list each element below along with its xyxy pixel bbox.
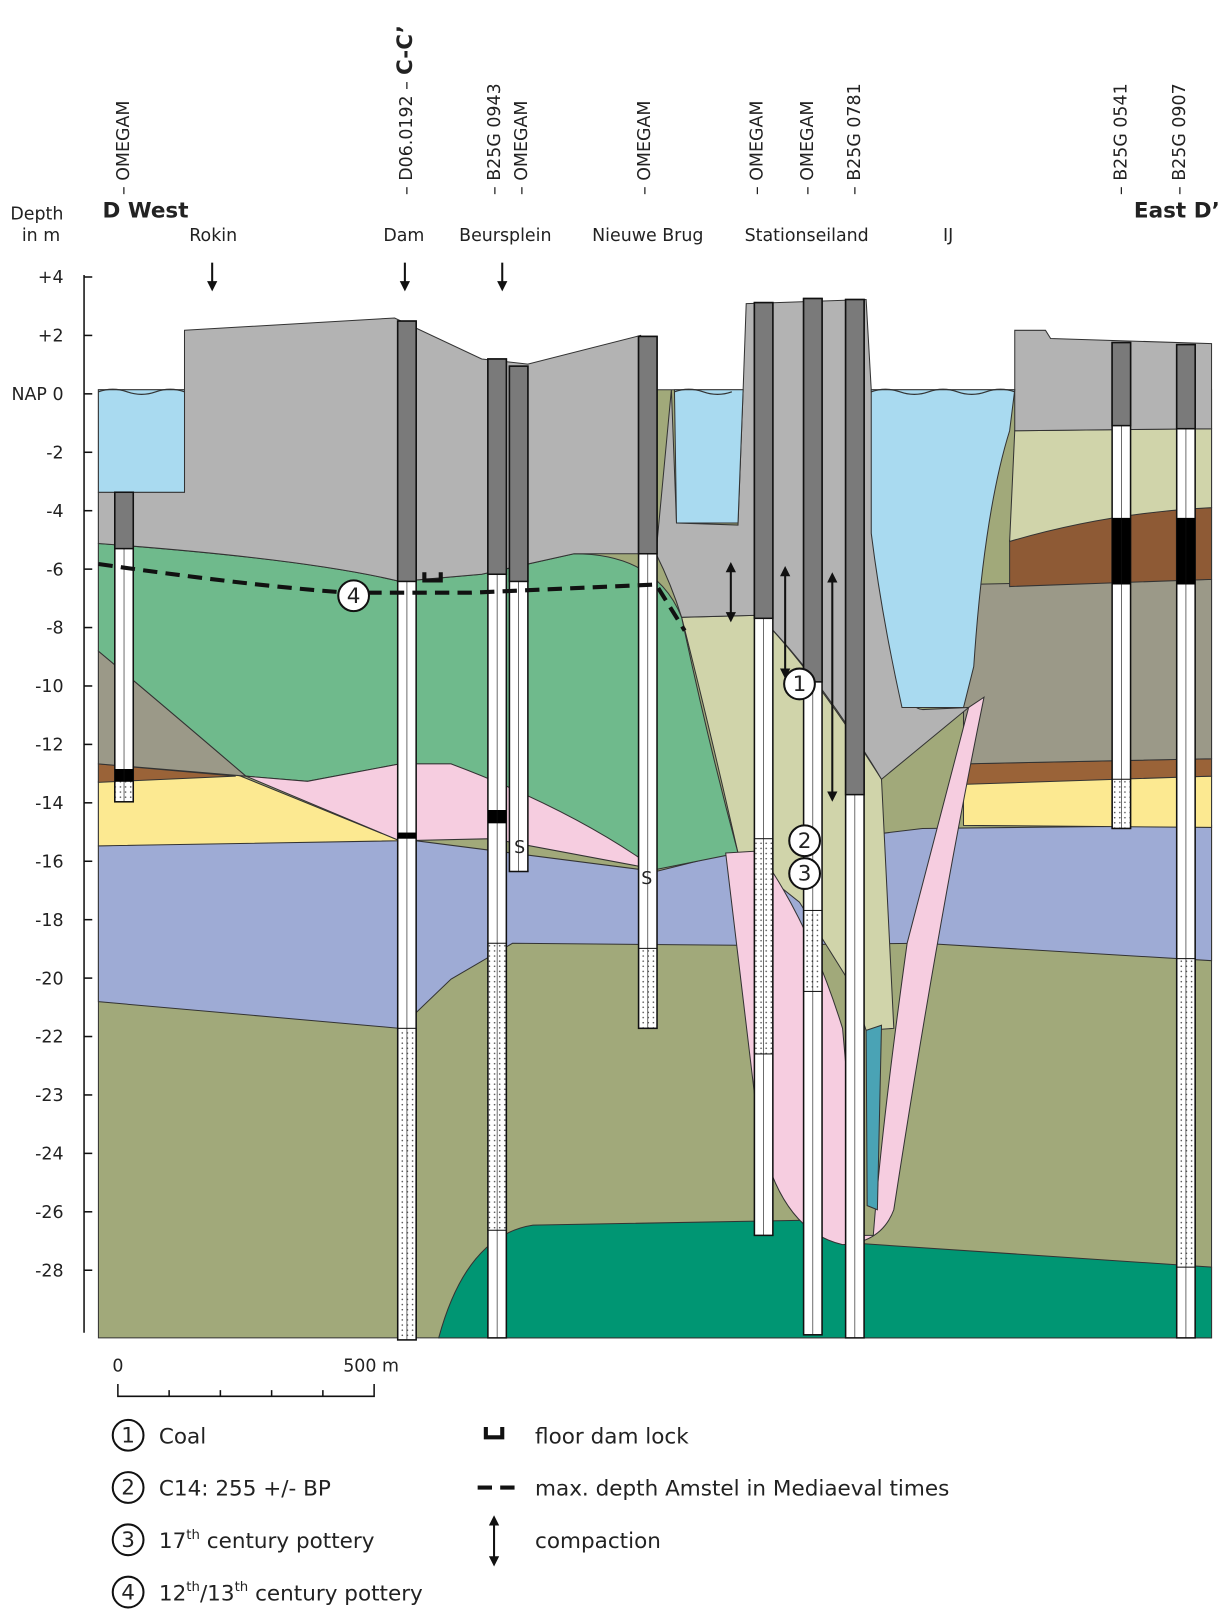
legend-text-part: 12 [159, 1581, 186, 1606]
location-arrow-head [207, 281, 217, 291]
borehole-label: – OMEGAM [114, 101, 134, 195]
location-label: Stationseiland [745, 226, 869, 246]
legend-text: compaction [535, 1529, 661, 1554]
water [674, 390, 743, 523]
borehole-label: – OMEGAM [748, 101, 768, 195]
borehole-fill [488, 359, 506, 574]
depth-label: -28 [35, 1261, 63, 1281]
legend-text-part: C14: 255 +/- BP [159, 1477, 331, 1502]
marker-number: 1 [793, 672, 807, 697]
legend-text-part: Coal [159, 1424, 206, 1449]
borehole-fill [846, 300, 864, 795]
borehole-label: – B25G 0781 [845, 83, 865, 195]
legend-text-part: century pottery [248, 1581, 423, 1606]
borehole-label: – B25G 0943 [485, 83, 505, 195]
cross-section: 4123SS+4+2NAP 0-2-4-6-8-10-12-14-16-18-2… [0, 0, 1230, 1620]
legend-superscript: th [235, 1580, 249, 1595]
depth-label: -23 [35, 1086, 63, 1106]
legend-lock [486, 1427, 502, 1437]
borehole-fill [115, 492, 133, 548]
depth-label: -12 [35, 736, 63, 756]
depth-label: -6 [46, 560, 63, 580]
scale-end: 500 m [343, 1357, 399, 1377]
borehole-fill [804, 299, 822, 682]
location-arrow-head [497, 281, 507, 291]
location-label: Nieuwe Brug [592, 226, 703, 246]
west-label: D West [103, 199, 189, 224]
legend-text: max. depth Amstel in Mediaeval times [535, 1477, 949, 1502]
borehole-name: – OMEGAM [114, 101, 134, 195]
borehole-label: – B25G 0907 [1170, 83, 1190, 195]
location-label: Rokin [189, 226, 237, 246]
borehole-name: – D06.0192 – [397, 81, 417, 195]
borehole-name: – OMEGAM [748, 101, 768, 195]
legend-text: Coal [159, 1424, 206, 1449]
depth-label: -14 [35, 794, 63, 814]
legend-text: floor dam lock [535, 1424, 689, 1449]
page: {"header": {"depth_label": ["Depth", "in… [0, 0, 1230, 1620]
depth-label: -18 [35, 911, 63, 931]
marker-number: 3 [121, 1528, 135, 1553]
borehole-name: – OMEGAM [798, 101, 818, 195]
legend-text-part: century pottery [200, 1529, 375, 1554]
legend-text-part: /13 [200, 1581, 235, 1606]
east-label: East D’ [1134, 199, 1220, 224]
borehole-fill [509, 366, 527, 581]
layer-yellow [964, 776, 1212, 827]
scale-start: 0 [112, 1357, 123, 1377]
marker-number: 2 [121, 1476, 135, 1501]
depth-label: -4 [46, 502, 63, 522]
legend-superscript: th [186, 1528, 200, 1543]
marker-number: 2 [798, 829, 812, 854]
location-label: Dam [383, 226, 424, 246]
borehole-name: – B25G 0781 [845, 83, 865, 195]
sand-label: S [641, 869, 652, 889]
borehole-name: – B25G 0907 [1170, 83, 1190, 195]
borehole-name: – OMEGAM [635, 101, 655, 195]
legend-superscript: th [186, 1580, 200, 1595]
sand-label: S [514, 838, 525, 858]
depth-label: NAP 0 [12, 385, 64, 405]
marker-number: 1 [121, 1423, 135, 1448]
borehole-name: – B25G 0943 [485, 83, 505, 195]
borehole-fill [398, 321, 416, 581]
legend-text-part: 17 [159, 1529, 186, 1554]
marker-number: 4 [347, 584, 361, 609]
borehole-fill [639, 336, 657, 553]
layer-grey-brown [964, 579, 1212, 764]
depth-label: -26 [35, 1203, 63, 1223]
location-label: Beursplein [459, 226, 551, 246]
water [98, 390, 184, 493]
depth-label: -24 [35, 1145, 63, 1165]
borehole-fill [1177, 345, 1195, 429]
section-marker: C-C’ [393, 25, 418, 75]
scale-bar [118, 1384, 374, 1396]
borehole-label: – B25G 0541 [1111, 83, 1131, 195]
borehole-fill [1112, 343, 1130, 426]
borehole-label: – OMEGAM [512, 101, 532, 195]
depth-title: Depth [10, 205, 63, 225]
depth-label: +2 [38, 327, 64, 347]
legend-text: 12th/13th century pottery [159, 1580, 423, 1606]
location-label: IJ [943, 226, 953, 246]
borehole-fill [754, 303, 772, 619]
depth-label: -16 [35, 852, 63, 872]
legend-text: 17th century pottery [159, 1528, 375, 1554]
depth-label: -22 [35, 1028, 63, 1048]
legend-text: C14: 255 +/- BP [159, 1477, 331, 1502]
borehole-label: – D06.0192 – C-C’ [393, 25, 418, 195]
borehole-name: – B25G 0541 [1111, 83, 1131, 195]
depth-label: -2 [46, 443, 63, 463]
location-arrow-head [400, 281, 410, 291]
depth-label: -10 [35, 677, 63, 697]
borehole-label: – OMEGAM [798, 101, 818, 195]
borehole-name: – OMEGAM [512, 101, 532, 195]
depth-label: +4 [38, 268, 64, 288]
depth-title: in m [22, 226, 60, 246]
marker-number: 3 [798, 862, 812, 887]
depth-label: -8 [46, 619, 63, 639]
borehole-label: – OMEGAM [635, 101, 655, 195]
depth-label: -20 [35, 969, 63, 989]
marker-number: 4 [121, 1580, 135, 1605]
